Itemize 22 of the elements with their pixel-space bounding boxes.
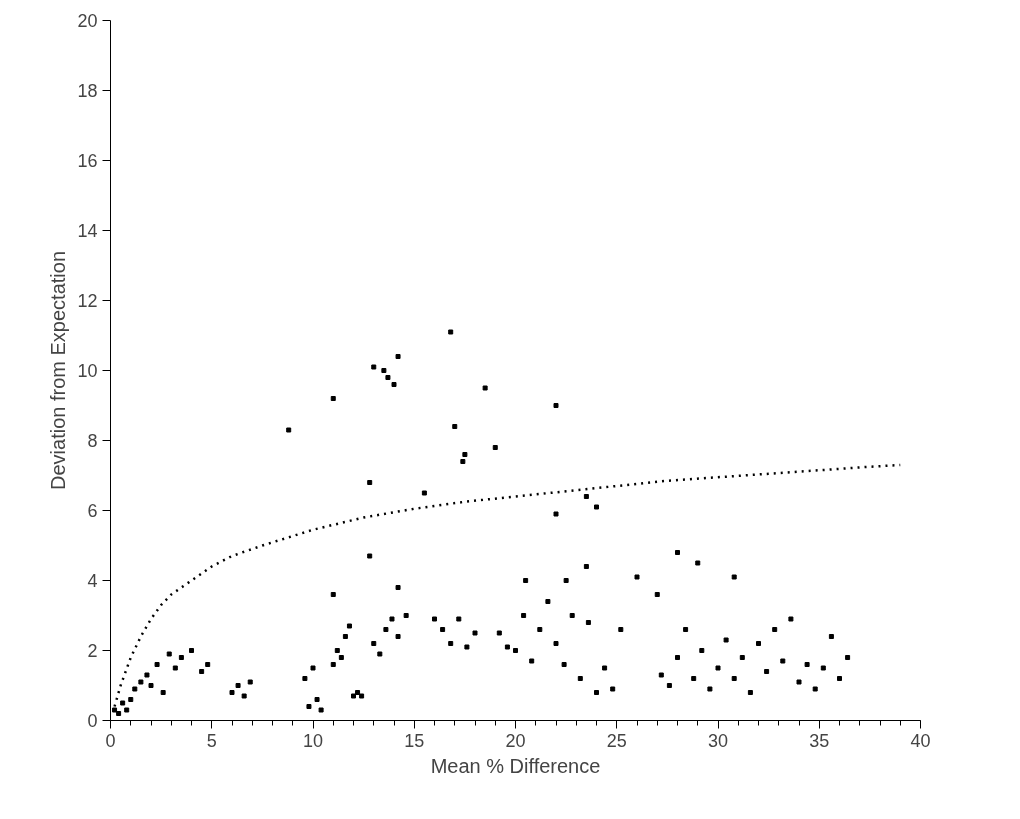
y-tick-label: 4 (87, 571, 98, 591)
x-tick-label: 20 (505, 730, 526, 751)
y-tick-label: 18 (77, 81, 98, 101)
y-tick-label: 20 (77, 11, 98, 31)
y-tick-label: 12 (77, 291, 98, 311)
y-tick-label: 14 (77, 221, 98, 241)
y-tick-label: 8 (87, 431, 98, 451)
x-axis-title: Mean % Difference (430, 754, 601, 777)
x-tick-label: 10 (302, 730, 324, 751)
y-tick-label: 16 (77, 151, 98, 171)
x-tick-label: 40 (910, 730, 931, 751)
y-tick-label: 6 (87, 501, 98, 521)
x-tick-label: 15 (404, 730, 425, 751)
x-tick-label: 35 (809, 730, 830, 751)
y-tick-label: 2 (87, 641, 98, 661)
y-tick-label: 10 (77, 361, 98, 381)
x-tick-label: 25 (606, 730, 627, 751)
y-tick-label: 0 (87, 711, 98, 731)
x-tick-label: 30 (707, 730, 729, 751)
x-tick-label: 5 (206, 730, 217, 751)
x-tick-label: 0 (105, 730, 116, 751)
y-axis-title: Deviation from Expectation (47, 250, 70, 490)
